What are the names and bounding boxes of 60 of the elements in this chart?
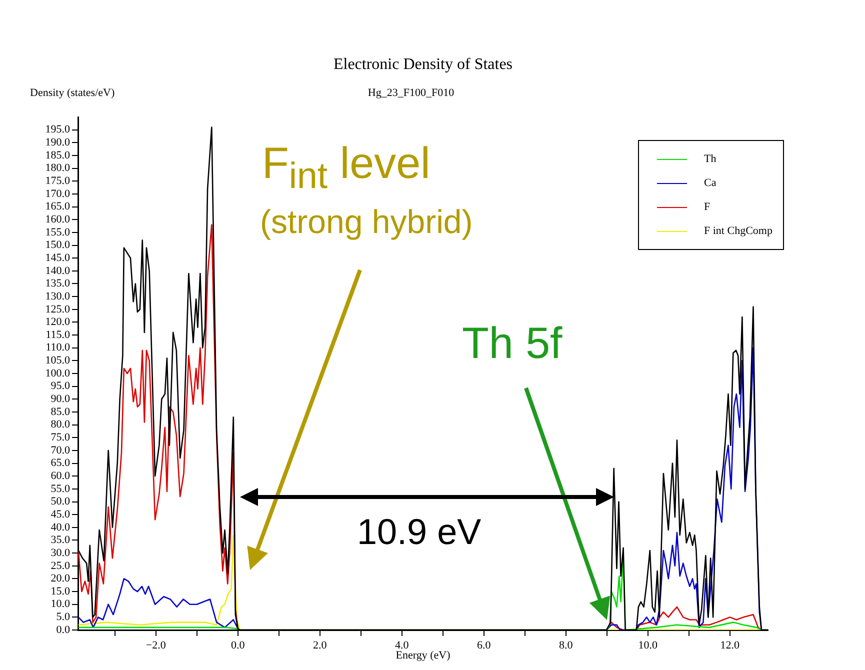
y-tick-label: 20.0 bbox=[50, 572, 70, 585]
y-tick-label: 90.0 bbox=[50, 393, 70, 406]
y-tick-label: 105.0 bbox=[45, 354, 70, 367]
y-tick-label: 175.0 bbox=[45, 175, 70, 188]
annotation: 10.9 eV bbox=[357, 511, 482, 552]
y-tick-label: 180.0 bbox=[45, 162, 70, 174]
x-tick-label: 4.0 bbox=[395, 639, 410, 652]
chart-title: Electronic Density of States bbox=[333, 56, 513, 74]
y-tick-label: 185.0 bbox=[45, 149, 70, 162]
y-tick-label: 170.0 bbox=[45, 188, 70, 200]
y-tick-label: 115.0 bbox=[46, 328, 70, 341]
x-tick-label: 12.0 bbox=[720, 639, 740, 652]
x-tick-label: 0.0 bbox=[231, 639, 246, 652]
x-tick-label: 2.0 bbox=[313, 639, 328, 652]
y-tick-label: 80.0 bbox=[50, 418, 70, 431]
y-tick-label: 0.0 bbox=[56, 624, 70, 636]
legend-label: F int ChgComp bbox=[704, 225, 772, 237]
y-tick-label: 125.0 bbox=[45, 303, 70, 316]
y-tick-label: 150.0 bbox=[45, 239, 70, 252]
y-tick-label: 25.0 bbox=[50, 560, 70, 572]
y-tick-label: 155.0 bbox=[45, 226, 70, 238]
y-tick-label: 70.0 bbox=[50, 444, 70, 456]
y-tick-label: 140.0 bbox=[45, 264, 70, 277]
y-tick-label: 5.0 bbox=[56, 611, 70, 624]
y-tick-label: 100.0 bbox=[45, 367, 70, 380]
y-tick-label: 35.0 bbox=[50, 534, 70, 546]
x-tick-label: −2.0 bbox=[146, 639, 166, 652]
y-tick-label: 85.0 bbox=[50, 406, 70, 418]
x-axis-title: Energy (eV) bbox=[396, 649, 451, 662]
chart-subtitle: Hg_23_F100_F010 bbox=[368, 86, 455, 99]
y-tick-label: 130.0 bbox=[45, 290, 70, 302]
y-tick-label: 50.0 bbox=[50, 496, 70, 508]
y-tick-label: 30.0 bbox=[50, 546, 70, 559]
y-tick-label: 40.0 bbox=[50, 521, 70, 534]
y-tick-label: 110.0 bbox=[46, 342, 70, 354]
y-axis-title: Density (states/eV) bbox=[30, 86, 115, 99]
x-tick-label: 6.0 bbox=[477, 639, 492, 652]
y-tick-label: 120.0 bbox=[45, 316, 70, 328]
y-tick-label: 195.0 bbox=[45, 124, 70, 136]
y-tick-label: 145.0 bbox=[45, 252, 70, 264]
y-tick-label: 55.0 bbox=[50, 482, 70, 495]
y-tick-label: 95.0 bbox=[50, 380, 70, 392]
y-tick-label: 160.0 bbox=[45, 213, 70, 226]
legend-label: F bbox=[704, 201, 710, 213]
annotation: Th 5f bbox=[462, 319, 562, 368]
y-tick-label: 15.0 bbox=[50, 585, 70, 598]
legend-label: Ca bbox=[704, 177, 716, 189]
y-tick-label: 190.0 bbox=[45, 136, 70, 149]
x-tick-label: 10.0 bbox=[638, 639, 658, 652]
y-tick-label: 45.0 bbox=[50, 508, 70, 520]
y-tick-label: 65.0 bbox=[50, 457, 70, 470]
y-tick-label: 75.0 bbox=[50, 432, 70, 444]
annotation: (strong hybrid) bbox=[260, 203, 473, 240]
y-tick-label: 10.0 bbox=[50, 598, 70, 610]
x-tick-label: 8.0 bbox=[559, 639, 574, 652]
y-tick-label: 60.0 bbox=[50, 470, 70, 482]
legend-label: Th bbox=[704, 153, 716, 165]
annotation: F$_{int}$ level bbox=[262, 139, 430, 196]
y-tick-label: 135.0 bbox=[45, 278, 70, 290]
y-tick-label: 165.0 bbox=[45, 200, 70, 213]
